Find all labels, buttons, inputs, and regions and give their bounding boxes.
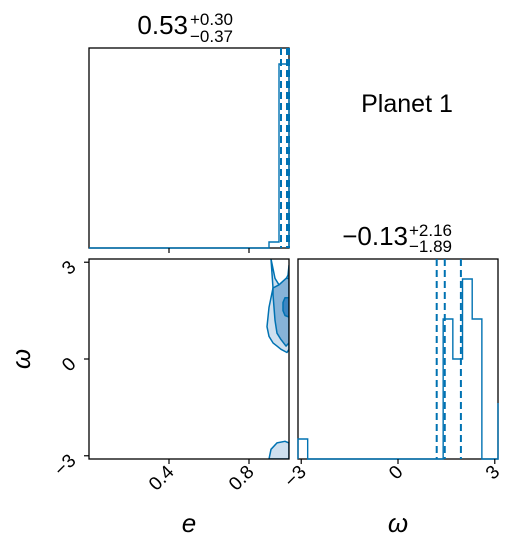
title-e-plus: +0.30: [190, 10, 233, 29]
histogram-steps-omega: [297, 278, 499, 460]
y-tick-label-omega-2: 3: [58, 257, 80, 279]
planet-annotation: Planet 1: [361, 90, 453, 118]
panel-frame: [297, 258, 499, 460]
histogram-omega: [297, 259, 499, 460]
y-axis-label-omega: ω: [6, 349, 36, 369]
x-ticks-omega: −3 0 3: [281, 459, 504, 492]
x-ticks-top-left: [168, 248, 250, 253]
panel-e-omega-2d: 0.4 0.8 −3 0 3 e ω: [6, 257, 290, 538]
y-tick-label-omega-0: −3: [50, 450, 80, 480]
x-tick-label-omega-0: −3: [281, 462, 311, 492]
y-ticks-omega: −3 0 3: [50, 257, 89, 481]
x-tick-label-omega-2: 3: [482, 462, 504, 484]
histogram-steps-e: [89, 63, 290, 249]
panel-e-histogram: 0.53 +0.30 −0.37: [88, 10, 290, 253]
x-tick-label-e-0: 0.4: [145, 461, 179, 495]
x-axis-label-e: e: [182, 508, 196, 538]
contour-levels: [266, 259, 289, 459]
panel-frame: [88, 258, 290, 460]
histogram-e: [89, 48, 290, 249]
y-tick-label-omega-1: 0: [58, 354, 80, 376]
panel-frame: [88, 47, 290, 249]
contour-outer-3: [268, 440, 289, 459]
contour-middle-1: [272, 277, 289, 347]
title-omega-minus: −1.89: [409, 237, 452, 256]
title-omega-plus: +2.16: [409, 221, 452, 240]
title-e-minus: −0.37: [190, 27, 233, 46]
x-ticks-e: 0.4 0.8: [145, 459, 259, 495]
x-tick-label-e-1: 0.8: [225, 462, 259, 496]
contour-inner-2: [282, 296, 289, 318]
panel-omega-histogram: −3 0 3 −0.13 +2.16 −1.89 ω: [281, 221, 505, 538]
title-omega: −0.13: [342, 221, 408, 251]
title-e: 0.53: [137, 10, 188, 40]
title-e-median: 0.53: [137, 10, 188, 40]
title-omega-median: −0.13: [342, 221, 408, 251]
x-axis-label-omega: ω: [388, 508, 408, 538]
x-tick-label-omega-1: 0: [385, 462, 407, 484]
